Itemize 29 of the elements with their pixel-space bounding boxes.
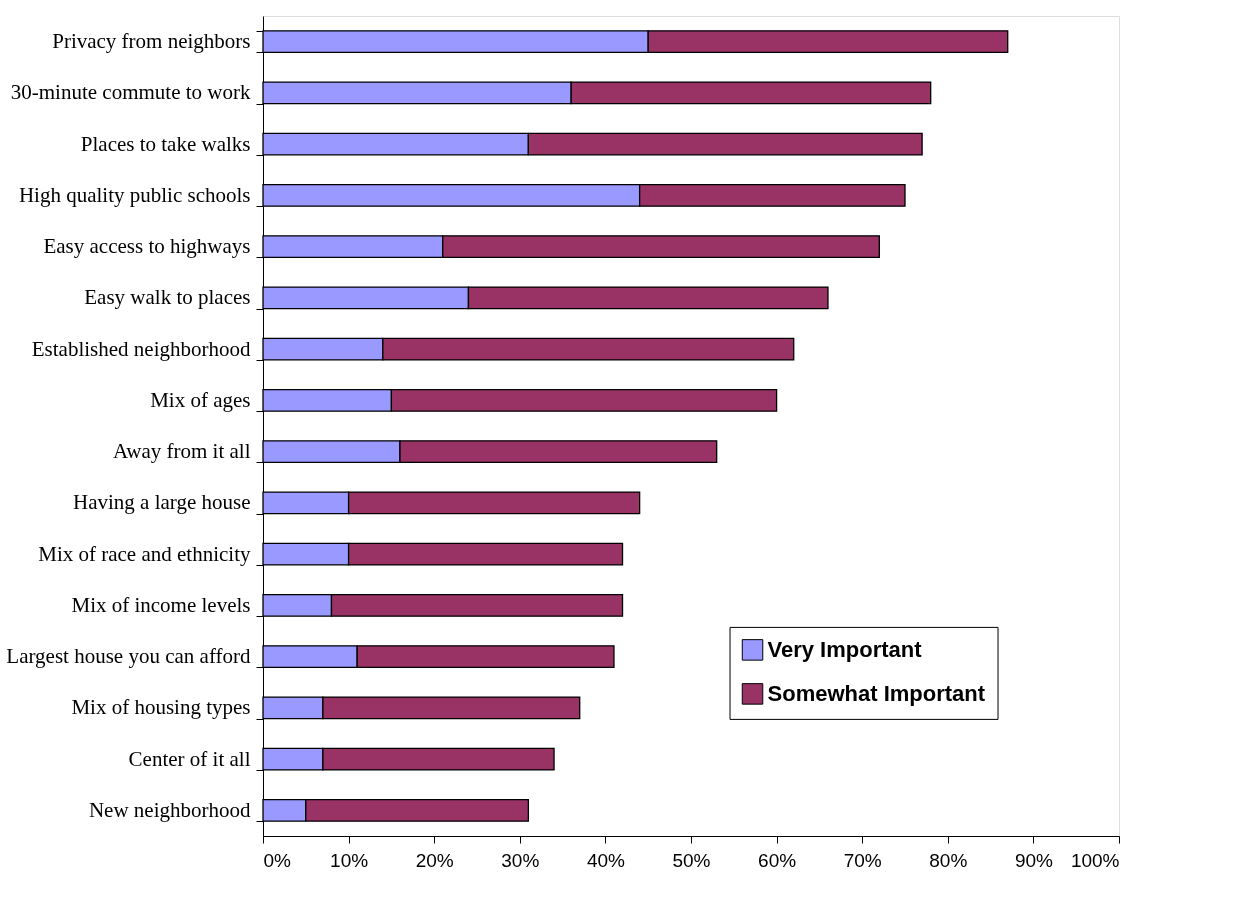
x-tick-label: 80% — [929, 849, 968, 871]
y-tick-label: High quality public schools — [18, 182, 251, 207]
x-tick-label: 30% — [501, 849, 540, 871]
y-tick-label: Mix of housing types — [71, 695, 251, 720]
y-tick-label: Mix of ages — [150, 387, 251, 412]
x-tick-label: 0% — [263, 849, 292, 871]
y-tick-label: Having a large house — [73, 490, 251, 515]
y-tick-label: Mix of income levels — [71, 592, 251, 617]
x-tick-label: 60% — [758, 849, 797, 871]
y-tick-label: Away from it all — [113, 439, 251, 464]
y-tick-label: Established neighborhood — [31, 336, 251, 361]
y-tick-label: Mix of race and ethnicity — [38, 541, 251, 566]
y-tick-label: New neighborhood — [88, 797, 251, 822]
legend-label: Very Important — [767, 636, 923, 662]
legend-label: Somewhat Important — [767, 680, 986, 706]
x-tick-label: 100% — [1070, 849, 1120, 871]
y-tick-label: Easy walk to places — [84, 285, 251, 310]
x-tick-label: 10% — [330, 849, 369, 871]
y-tick-label: Largest house you can afford — [6, 644, 251, 669]
x-tick-label: 70% — [843, 849, 882, 871]
y-tick-label: Center of it all — [128, 746, 251, 771]
x-tick-label: 50% — [672, 849, 711, 871]
x-tick-label: 20% — [415, 849, 454, 871]
y-tick-label: Privacy from neighbors — [52, 29, 251, 54]
x-tick-label: 40% — [586, 849, 626, 871]
y-tick-label: Places to take walks — [80, 131, 251, 156]
y-tick-label: Easy access to highways — [43, 234, 251, 259]
x-tick-label: 90% — [1014, 849, 1054, 871]
y-tick-label: 30-minute commute to work — [10, 80, 251, 105]
